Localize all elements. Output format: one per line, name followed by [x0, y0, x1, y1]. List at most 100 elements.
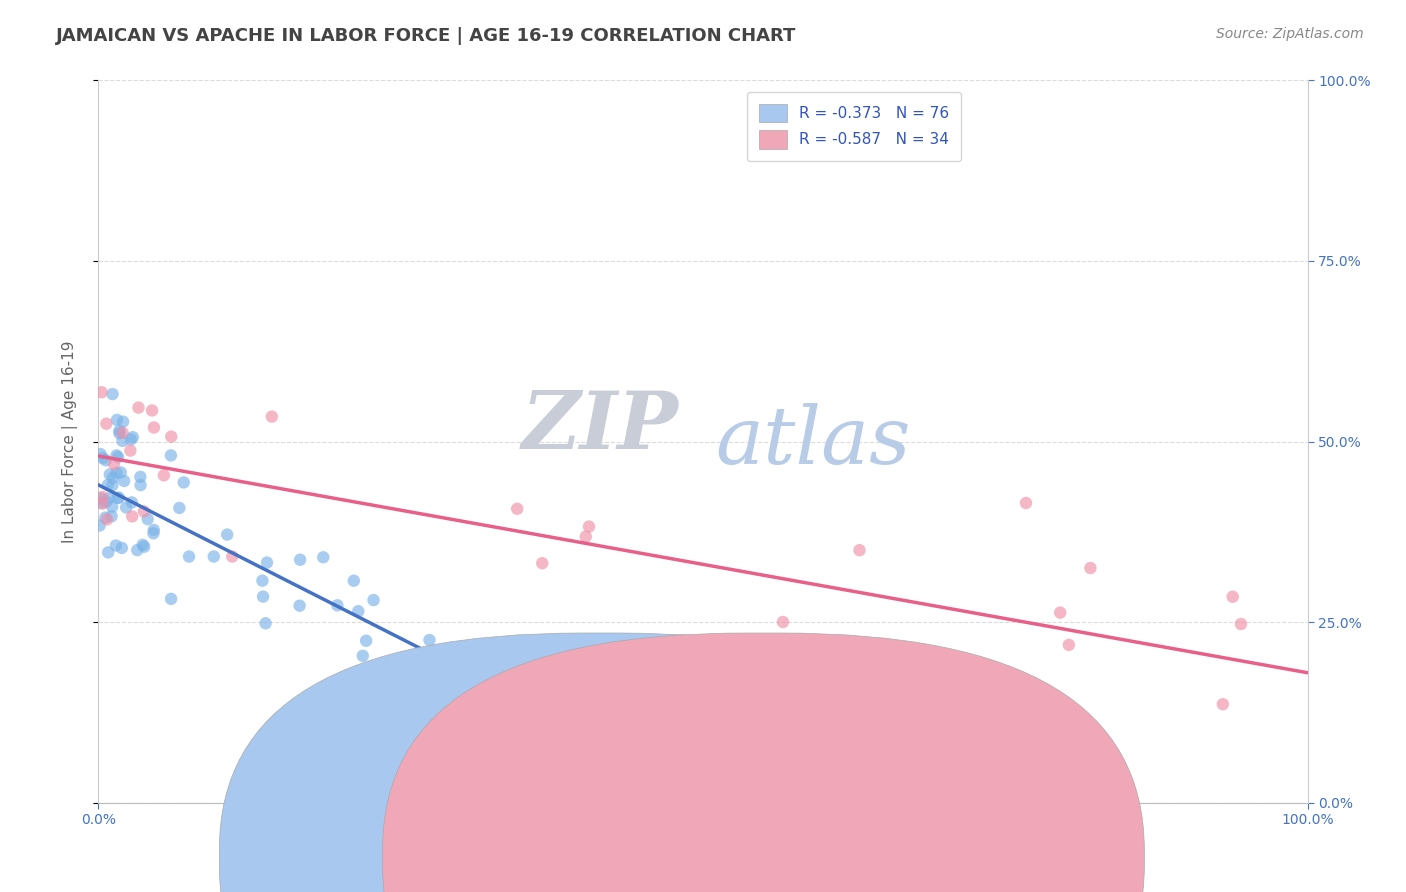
- Point: [98, 467, 121, 482]
- Point: [772, 615, 794, 629]
- Point: [105, 466, 128, 480]
- Text: atlas: atlas: [716, 403, 911, 480]
- Point: [112, 474, 135, 488]
- Point: [1015, 496, 1038, 510]
- Point: [105, 448, 128, 462]
- Point: [108, 491, 131, 505]
- Point: [132, 504, 155, 518]
- Point: [1080, 561, 1102, 575]
- Point: [97, 478, 120, 492]
- Point: [129, 470, 152, 484]
- Point: [96, 512, 118, 526]
- Point: [96, 495, 118, 509]
- Point: [221, 549, 243, 564]
- Point: [128, 401, 150, 415]
- Point: [177, 549, 200, 564]
- Point: [1049, 606, 1071, 620]
- Point: [169, 500, 191, 515]
- Point: [90, 496, 112, 510]
- Point: [506, 687, 529, 701]
- Point: [131, 538, 153, 552]
- Point: [108, 424, 131, 438]
- Point: [101, 387, 124, 401]
- Point: [354, 633, 377, 648]
- Point: [90, 385, 112, 400]
- Point: [252, 574, 274, 588]
- Point: [112, 415, 135, 429]
- Point: [107, 491, 129, 505]
- Point: [121, 495, 143, 509]
- Point: [418, 633, 440, 648]
- Point: [136, 512, 159, 526]
- Point: [538, 690, 561, 705]
- Point: [536, 697, 558, 711]
- Point: [531, 556, 554, 570]
- Point: [160, 591, 183, 606]
- Point: [120, 433, 142, 447]
- Point: [160, 429, 183, 443]
- Point: [506, 501, 529, 516]
- Point: [101, 471, 124, 485]
- Point: [326, 599, 349, 613]
- Point: [121, 430, 143, 444]
- Point: [312, 550, 335, 565]
- Point: [97, 545, 120, 559]
- Point: [260, 409, 283, 424]
- Point: [127, 543, 149, 558]
- Point: [142, 526, 165, 541]
- Point: [1021, 695, 1043, 709]
- Point: [585, 781, 607, 796]
- Point: [217, 527, 239, 541]
- Point: [101, 500, 124, 514]
- Point: [666, 660, 689, 674]
- Point: [89, 447, 111, 461]
- Point: [96, 417, 118, 431]
- Point: [89, 518, 111, 533]
- Point: [252, 590, 274, 604]
- Point: [713, 672, 735, 686]
- Point: [120, 443, 142, 458]
- Legend: R = -0.373   N = 76, R = -0.587   N = 34: R = -0.373 N = 76, R = -0.587 N = 34: [747, 92, 962, 161]
- Text: Jamaicans: Jamaicans: [624, 849, 702, 864]
- Point: [1222, 590, 1244, 604]
- Point: [142, 420, 165, 434]
- Point: [434, 657, 457, 672]
- Point: [575, 530, 598, 544]
- Point: [922, 717, 945, 731]
- Point: [134, 540, 156, 554]
- Point: [97, 491, 120, 506]
- Point: [108, 426, 131, 441]
- Point: [160, 449, 183, 463]
- Point: [111, 425, 134, 440]
- Point: [105, 413, 128, 427]
- Point: [492, 672, 515, 686]
- Point: [254, 616, 277, 631]
- Point: [121, 509, 143, 524]
- Point: [848, 543, 870, 558]
- Text: Source: ZipAtlas.com: Source: ZipAtlas.com: [1216, 27, 1364, 41]
- Point: [603, 763, 626, 777]
- Point: [94, 510, 117, 524]
- Point: [100, 509, 122, 524]
- Point: [90, 491, 112, 506]
- Point: [1212, 697, 1234, 711]
- Point: [111, 434, 134, 448]
- Y-axis label: In Labor Force | Age 16-19: In Labor Force | Age 16-19: [62, 340, 77, 543]
- Point: [202, 549, 225, 564]
- Point: [352, 648, 374, 663]
- Point: [153, 468, 176, 483]
- Point: [94, 453, 117, 467]
- Point: [91, 497, 114, 511]
- Text: JAMAICAN VS APACHE IN LABOR FORCE | AGE 16-19 CORRELATION CHART: JAMAICAN VS APACHE IN LABOR FORCE | AGE …: [56, 27, 797, 45]
- Point: [110, 466, 132, 480]
- FancyBboxPatch shape: [219, 633, 981, 892]
- Point: [363, 593, 385, 607]
- Point: [1230, 617, 1253, 632]
- Point: [347, 604, 370, 618]
- Text: ZIP: ZIP: [522, 388, 679, 466]
- Point: [343, 574, 366, 588]
- Point: [603, 781, 626, 796]
- Point: [111, 541, 134, 555]
- Point: [288, 552, 311, 566]
- Point: [103, 457, 125, 471]
